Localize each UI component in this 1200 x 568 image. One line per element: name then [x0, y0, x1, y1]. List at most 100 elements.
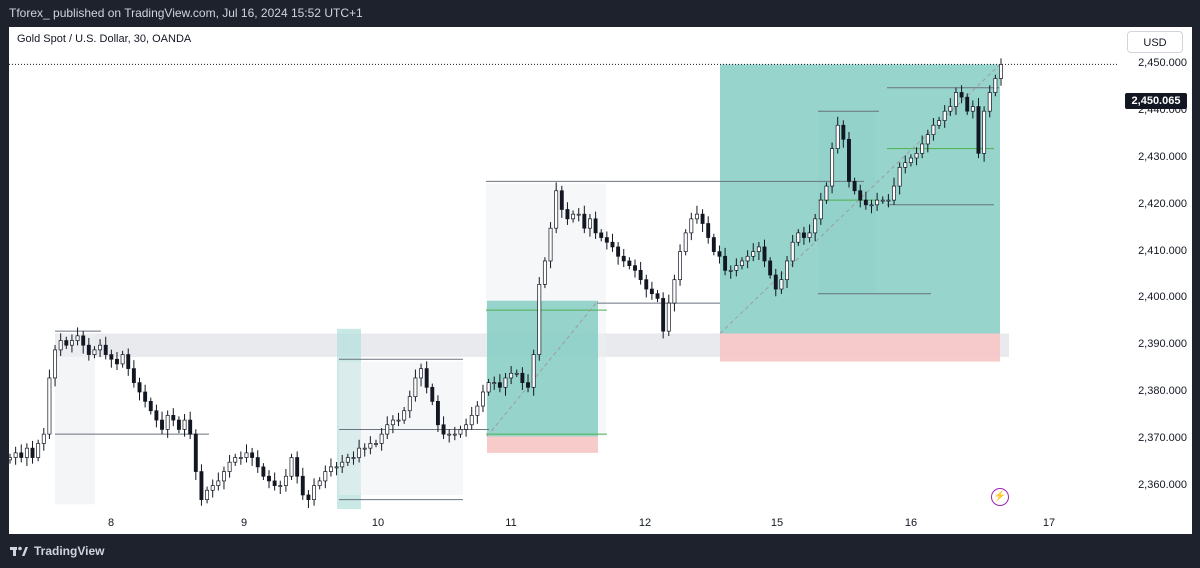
- candle-body: [193, 433, 198, 472]
- x-tick-label: 9: [240, 517, 248, 529]
- candle-body: [374, 443, 378, 445]
- candle-body: [148, 401, 153, 412]
- x-tick-label: 16: [904, 517, 918, 529]
- candle-body: [13, 452, 18, 458]
- candle-body: [903, 162, 908, 168]
- candle-body: [238, 457, 243, 459]
- candle-body: [492, 382, 497, 384]
- candle-body: [379, 433, 384, 444]
- x-tick-label: 11: [505, 517, 517, 529]
- publish-header: Tforex_ published on TradingView.com, Ju…: [0, 0, 1200, 26]
- candle-body: [740, 260, 744, 266]
- candle-body: [92, 349, 97, 355]
- candle-body: [469, 415, 474, 426]
- candle-body: [745, 255, 750, 262]
- x-tick-label: 17: [1042, 517, 1056, 529]
- y-tick-label: 2,390.000: [1138, 338, 1187, 351]
- candle-body: [875, 199, 880, 206]
- candle-body: [267, 475, 271, 482]
- candle-body: [509, 372, 514, 379]
- candle-body: [526, 382, 530, 388]
- candle-body: [222, 471, 226, 482]
- candle-body: [357, 447, 362, 458]
- candle-body: [610, 241, 615, 248]
- candle-body: [852, 181, 857, 192]
- candle-body: [616, 246, 621, 257]
- candle-body: [925, 134, 930, 145]
- brand-name: TradingView: [34, 544, 105, 558]
- candle-body: [785, 260, 789, 281]
- candle-body: [886, 199, 891, 202]
- candle-body: [86, 344, 91, 355]
- chart-panel[interactable]: Gold Spot / U.S. Dollar, 30, OANDA USD 2…: [9, 27, 1192, 534]
- candle-body: [830, 148, 835, 187]
- lightning-icon[interactable]: ⚡: [991, 488, 1009, 506]
- candle-body: [328, 466, 333, 472]
- candle-body: [858, 190, 863, 201]
- candle-body: [914, 152, 919, 159]
- candle-body: [762, 246, 767, 262]
- candle-body: [58, 340, 63, 351]
- candle-body: [30, 447, 35, 458]
- candle-body: [47, 377, 52, 435]
- candle-body: [655, 293, 660, 299]
- candle-body: [999, 64, 1003, 79]
- candle-body: [278, 485, 283, 487]
- candle-body: [728, 269, 733, 272]
- candle-body: [683, 232, 688, 252]
- candle-body: [514, 372, 519, 375]
- candle-body: [120, 354, 125, 365]
- y-tick-label: 2,410.000: [1138, 244, 1187, 257]
- x-tick-label: 12: [638, 517, 652, 529]
- candle-body: [531, 354, 536, 388]
- candle-body: [847, 138, 851, 182]
- candle-body: [976, 106, 981, 154]
- candle-body: [447, 433, 452, 436]
- candle-body: [396, 419, 401, 422]
- long-position-stop: [720, 333, 1000, 362]
- candle-body: [959, 92, 964, 98]
- candle-body: [69, 340, 74, 346]
- candle-body: [807, 232, 812, 238]
- candle-body: [796, 232, 801, 243]
- candle-body: [931, 124, 936, 135]
- candle-body: [250, 452, 255, 458]
- last-price-label: 2,450.065: [1125, 93, 1187, 109]
- candle-body: [970, 106, 975, 112]
- candle-body: [413, 377, 418, 398]
- candle-body: [948, 106, 953, 112]
- candle-body: [227, 461, 232, 472]
- long-position-stop: [487, 436, 598, 453]
- y-tick-label: 2,380.000: [1138, 385, 1187, 397]
- candle-body: [869, 204, 874, 207]
- candle-body: [272, 480, 277, 486]
- candle-body: [306, 494, 311, 500]
- price-chart[interactable]: [9, 27, 1192, 534]
- candle-body: [604, 237, 609, 243]
- candle-body: [588, 218, 592, 229]
- candle-body: [576, 213, 581, 216]
- candle-body: [435, 401, 440, 426]
- candle-body: [672, 279, 677, 304]
- candle-body: [210, 485, 215, 491]
- candle-body: [520, 372, 525, 383]
- candle-body: [638, 269, 643, 281]
- candle-body: [773, 274, 778, 290]
- candle-body: [351, 457, 356, 459]
- candle-body: [424, 368, 429, 388]
- candle-body: [694, 213, 699, 220]
- publish-info: Tforex_ published on TradingView.com, Ju…: [9, 6, 363, 20]
- candle-body: [261, 466, 266, 477]
- candle-body: [537, 284, 542, 355]
- candle-body: [768, 260, 773, 276]
- candle-body: [920, 143, 925, 154]
- candle-body: [711, 237, 716, 252]
- candle-body: [75, 335, 80, 341]
- candle-body: [582, 213, 587, 229]
- candle-body: [503, 377, 508, 388]
- candle-body: [649, 288, 654, 295]
- x-tick-label: 8: [107, 517, 115, 529]
- candle-body: [36, 443, 41, 458]
- currency-button[interactable]: USD: [1127, 31, 1183, 53]
- candle-body: [233, 457, 238, 463]
